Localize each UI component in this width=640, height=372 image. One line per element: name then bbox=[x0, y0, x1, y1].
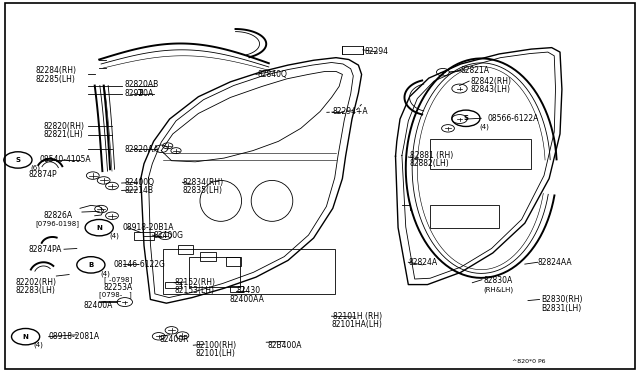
Bar bbox=[134, 232, 154, 240]
Text: S: S bbox=[15, 157, 20, 163]
Text: 82B400A: 82B400A bbox=[268, 341, 302, 350]
Text: 08566-6122A: 08566-6122A bbox=[488, 114, 539, 123]
Text: 82882(LH): 82882(LH) bbox=[410, 159, 449, 168]
Text: 08540-4105A: 08540-4105A bbox=[40, 155, 92, 164]
Text: 82835(LH): 82835(LH) bbox=[182, 186, 223, 195]
Text: 82826A: 82826A bbox=[44, 211, 73, 219]
Text: 82821A: 82821A bbox=[461, 66, 490, 75]
Text: 82400G: 82400G bbox=[154, 231, 184, 240]
Bar bbox=[189, 257, 240, 287]
Text: 82830A: 82830A bbox=[483, 276, 513, 285]
Text: 82874P: 82874P bbox=[29, 170, 58, 179]
Bar bbox=[430, 205, 499, 228]
Text: 82881 (RH): 82881 (RH) bbox=[410, 151, 453, 160]
Text: 82285(LH): 82285(LH) bbox=[35, 76, 75, 84]
Text: S: S bbox=[463, 115, 468, 121]
Text: 82842(RH): 82842(RH) bbox=[470, 77, 511, 86]
Text: 82294: 82294 bbox=[365, 47, 388, 56]
Text: 08146-6122G: 08146-6122G bbox=[114, 260, 166, 269]
Text: 82820AB: 82820AB bbox=[125, 80, 159, 89]
Text: 82153(LH): 82153(LH) bbox=[174, 286, 214, 295]
Text: 82820AA: 82820AA bbox=[125, 145, 159, 154]
Text: 82920A: 82920A bbox=[125, 89, 154, 98]
Text: 82400R: 82400R bbox=[160, 335, 189, 344]
Text: 82824A: 82824A bbox=[408, 258, 438, 267]
Text: N: N bbox=[96, 225, 102, 231]
Text: 08918-20B1A: 08918-20B1A bbox=[123, 223, 174, 232]
Text: 82834(RH): 82834(RH) bbox=[182, 178, 223, 187]
Bar bbox=[163, 249, 335, 294]
Bar bbox=[165, 282, 181, 288]
Text: 08918-2081A: 08918-2081A bbox=[49, 332, 100, 341]
Text: 82283(LH): 82283(LH) bbox=[16, 286, 56, 295]
Text: (6): (6) bbox=[30, 165, 40, 171]
Text: 82100(RH): 82100(RH) bbox=[195, 341, 236, 350]
Bar bbox=[430, 139, 531, 169]
Text: 82253A: 82253A bbox=[104, 283, 133, 292]
Text: [0796-0198]: [0796-0198] bbox=[35, 220, 79, 227]
Text: 82294+A: 82294+A bbox=[333, 107, 369, 116]
Text: B: B bbox=[88, 262, 93, 268]
Text: B2830(RH): B2830(RH) bbox=[541, 295, 582, 304]
Bar bbox=[226, 257, 241, 266]
FancyBboxPatch shape bbox=[342, 46, 363, 54]
Text: B2831(LH): B2831(LH) bbox=[541, 304, 581, 312]
Text: (4): (4) bbox=[109, 232, 119, 239]
Text: [ -0798]: [ -0798] bbox=[104, 276, 132, 283]
Text: (4): (4) bbox=[479, 124, 489, 131]
Text: (4): (4) bbox=[100, 270, 111, 277]
Text: 82101H (RH): 82101H (RH) bbox=[333, 312, 382, 321]
Text: 82400Q: 82400Q bbox=[125, 178, 155, 187]
Text: (4): (4) bbox=[33, 342, 44, 349]
Text: 82101(LH): 82101(LH) bbox=[195, 349, 235, 358]
Text: 82824AA: 82824AA bbox=[538, 258, 572, 267]
Bar bbox=[178, 245, 193, 254]
Text: 82400A: 82400A bbox=[83, 301, 113, 310]
Text: 82874PA: 82874PA bbox=[29, 245, 62, 254]
Text: 82400AA: 82400AA bbox=[229, 295, 264, 304]
Text: [0798-   ]: [0798- ] bbox=[99, 291, 132, 298]
Bar bbox=[200, 252, 216, 261]
Text: 82821(LH): 82821(LH) bbox=[44, 130, 83, 139]
Text: N: N bbox=[22, 334, 29, 340]
Text: 82284(RH): 82284(RH) bbox=[35, 66, 76, 75]
Text: 82843(LH): 82843(LH) bbox=[470, 85, 511, 94]
Text: 82820(RH): 82820(RH) bbox=[44, 122, 84, 131]
Text: 82840Q: 82840Q bbox=[257, 70, 287, 79]
Text: (RH&LH): (RH&LH) bbox=[483, 286, 513, 293]
Text: 82202(RH): 82202(RH) bbox=[16, 278, 57, 287]
Bar bbox=[230, 286, 243, 292]
Text: ^820*0 P6: ^820*0 P6 bbox=[512, 359, 545, 364]
Text: 82101HA(LH): 82101HA(LH) bbox=[332, 320, 382, 329]
Text: 82214B: 82214B bbox=[125, 186, 154, 195]
Text: 82152(RH): 82152(RH) bbox=[174, 278, 215, 287]
Text: 82430: 82430 bbox=[237, 286, 261, 295]
